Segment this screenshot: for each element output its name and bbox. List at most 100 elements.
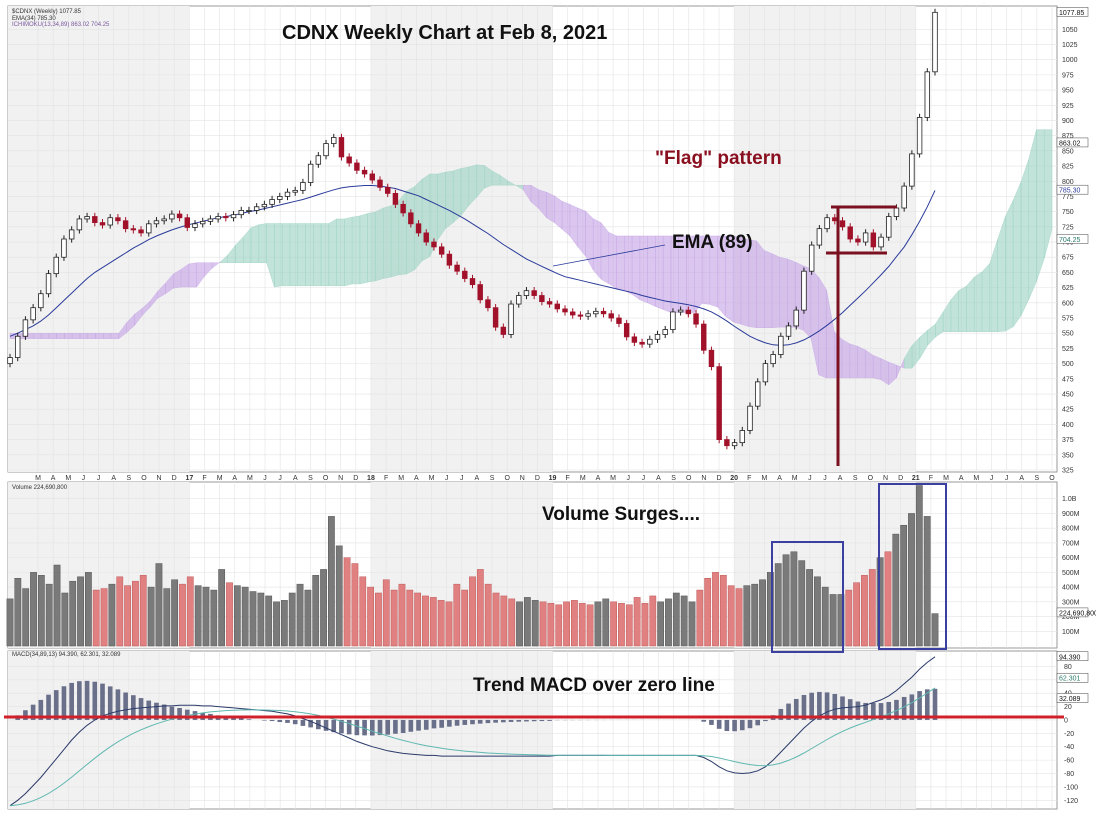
macd-hist-bar <box>246 719 252 720</box>
cloud-segment <box>1020 159 1029 316</box>
x-tick-label: N <box>338 475 343 482</box>
candle-body <box>932 11 938 73</box>
volume-bar <box>124 585 131 647</box>
volume-bar <box>578 603 586 647</box>
x-tick-label: N <box>520 475 525 482</box>
macd-hist-bar <box>786 703 791 720</box>
candle-body <box>138 229 144 234</box>
volume-bar <box>868 569 876 647</box>
macd-hist-bar <box>100 683 105 720</box>
macd-hist-bar <box>69 682 74 720</box>
macd-hist-bar <box>516 719 522 722</box>
cloud-segment <box>445 170 454 230</box>
x-tick-label: O <box>504 475 510 482</box>
candle-body <box>562 308 568 313</box>
candle-body <box>824 217 830 230</box>
cloud-segment <box>764 250 773 328</box>
volume-tick-label: 1.0B <box>1062 496 1077 503</box>
x-tick-label: J <box>460 475 464 482</box>
candle-body <box>384 186 391 194</box>
price-tick-label: 425 <box>1062 407 1074 414</box>
volume-bar <box>61 592 69 647</box>
price-tick-label: 650 <box>1062 270 1074 277</box>
x-tick-label: O <box>323 475 329 482</box>
flag-pattern-label: "Flag" pattern <box>655 148 782 169</box>
x-tick-label: A <box>777 475 782 482</box>
macd-hist-bar <box>393 719 398 734</box>
candle-body <box>307 163 314 183</box>
macd-hist-bar <box>123 692 128 720</box>
macd-hist-bar <box>747 719 753 729</box>
volume-bar <box>563 601 570 647</box>
candle-body <box>870 232 877 248</box>
volume-bar <box>241 586 249 647</box>
macd-legend-text: MACD(34,89,13) 94.390, 62.301, 32.089 <box>12 652 121 658</box>
volume-bar <box>37 575 45 647</box>
cloud-segment <box>600 222 609 285</box>
candle-body <box>739 430 746 444</box>
volume-bar <box>853 582 860 647</box>
macd-hist-bar <box>400 719 406 733</box>
volume-bar <box>876 557 884 647</box>
candle-body <box>546 301 553 305</box>
x-tick-label: S <box>490 475 495 482</box>
volume-bar <box>382 579 390 647</box>
volume-bar <box>680 595 688 647</box>
price-tick-label: 625 <box>1062 285 1074 292</box>
x-tick-label: J <box>97 475 101 482</box>
volume-bar <box>649 595 657 647</box>
volume-bar <box>657 601 665 647</box>
volume-bar <box>163 588 171 647</box>
volume-bar <box>751 583 759 647</box>
volume-tick-label: 300M <box>1062 599 1080 606</box>
volume-bar <box>6 598 14 647</box>
volume-bar <box>186 576 194 647</box>
candle-body <box>68 229 75 240</box>
macd-hist-bar <box>531 719 537 722</box>
x-tick-label: A <box>232 475 237 482</box>
candle-body <box>593 310 599 315</box>
candle-body <box>500 326 507 335</box>
flag-pattern-drawing <box>826 205 897 466</box>
volume-bar <box>320 569 327 647</box>
price-tick-label: 450 <box>1062 392 1074 399</box>
candle-body <box>747 405 753 431</box>
volume-surge-box-1 <box>771 541 844 653</box>
macd-hist-bar <box>84 680 90 720</box>
cloud-segment <box>406 186 415 275</box>
candle-body <box>207 218 214 222</box>
macd-hist-bar <box>901 696 907 720</box>
candle-body <box>569 311 576 316</box>
x-tick-label: J <box>1005 475 1009 482</box>
cloud-segment <box>849 343 858 379</box>
macd-hist-bar <box>385 719 391 735</box>
volume-bar <box>759 579 766 647</box>
candle-body <box>184 217 191 228</box>
candle-body <box>724 439 730 447</box>
chart-title: CDNX Weekly Chart at Feb 8, 2021 <box>282 22 607 44</box>
candle-body <box>99 222 106 226</box>
x-tick-label: A <box>656 475 661 482</box>
x-tick-label: M <box>217 475 223 482</box>
candle-body <box>485 299 491 309</box>
volume-bar <box>523 597 531 647</box>
macd-line <box>9 656 936 807</box>
x-tick-label: A <box>838 475 843 482</box>
candle-body <box>215 216 221 220</box>
x-tick-label: D <box>535 475 540 482</box>
cloud-segment <box>1005 200 1014 332</box>
macd-hist-bar <box>485 719 491 724</box>
cloud-segment <box>336 218 345 287</box>
volume-bar <box>845 589 853 647</box>
volume-bar <box>508 598 516 647</box>
macd-hist-bar <box>439 719 444 728</box>
price-candles <box>7 8 938 450</box>
cloud-segment <box>289 223 298 287</box>
x-tick-label: S <box>853 475 858 482</box>
volume-bar <box>516 601 523 647</box>
volume-bar <box>571 600 578 647</box>
candle-body <box>415 223 422 234</box>
x-tick-label: 17 <box>185 475 193 482</box>
macd-hist-bar <box>269 719 275 722</box>
macd-hist-bar <box>416 719 421 731</box>
